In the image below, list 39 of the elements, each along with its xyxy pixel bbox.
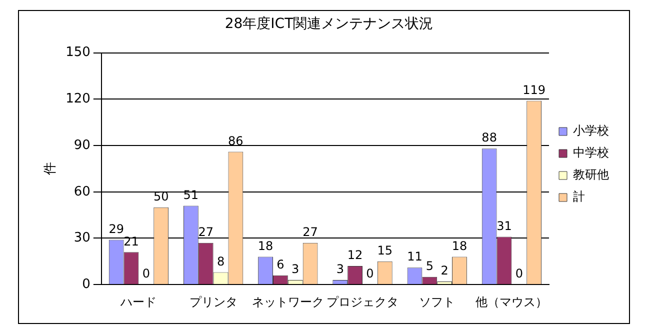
data-label: 3 xyxy=(292,262,300,276)
data-label: 29 xyxy=(108,222,124,236)
data-label: 2 xyxy=(440,264,448,278)
data-label: 18 xyxy=(258,238,274,253)
x-tick-label: ソフト xyxy=(419,294,456,309)
data-label: 15 xyxy=(377,244,393,258)
data-label: 0 xyxy=(366,266,374,281)
data-label: 88 xyxy=(482,130,497,145)
legend-label: 小学校 xyxy=(573,124,609,138)
y-tick-label: 150 xyxy=(66,45,90,60)
data-label: 27 xyxy=(302,225,318,239)
y-tick-label: 60 xyxy=(74,184,90,200)
x-tick-label: ネットワーク xyxy=(252,294,324,309)
y-axis-title: 件 xyxy=(43,162,58,176)
data-label: 0 xyxy=(515,266,523,281)
y-tick-label: 0 xyxy=(82,276,90,292)
data-label: 6 xyxy=(276,257,284,272)
x-tick-label: ハード xyxy=(120,294,157,309)
legend-label: 計 xyxy=(573,190,585,204)
data-label: 86 xyxy=(228,134,244,148)
data-label: 3 xyxy=(336,262,344,276)
x-tick-label: プロジェクタ xyxy=(326,294,399,309)
data-label: 8 xyxy=(216,254,225,268)
y-tick-label: 90 xyxy=(74,138,90,153)
y-tick-label: 30 xyxy=(74,230,90,246)
data-label: 12 xyxy=(347,248,363,262)
legend-label: 中学校 xyxy=(573,146,609,160)
data-label: 27 xyxy=(198,225,214,239)
y-tick-label: 120 xyxy=(66,92,90,107)
data-label: 11 xyxy=(407,250,422,264)
data-label: 18 xyxy=(452,238,468,253)
chart-title: 28年度ICT関連メンテナンス状況 xyxy=(224,16,434,32)
data-label: 119 xyxy=(522,82,546,97)
legend-label: 教研他 xyxy=(573,168,609,182)
data-label: 5 xyxy=(426,259,434,273)
data-label: 31 xyxy=(496,218,512,233)
x-tick-label: 他（マウス） xyxy=(476,294,548,309)
data-label: 0 xyxy=(142,266,150,281)
x-tick-label: プリンタ xyxy=(189,294,238,309)
